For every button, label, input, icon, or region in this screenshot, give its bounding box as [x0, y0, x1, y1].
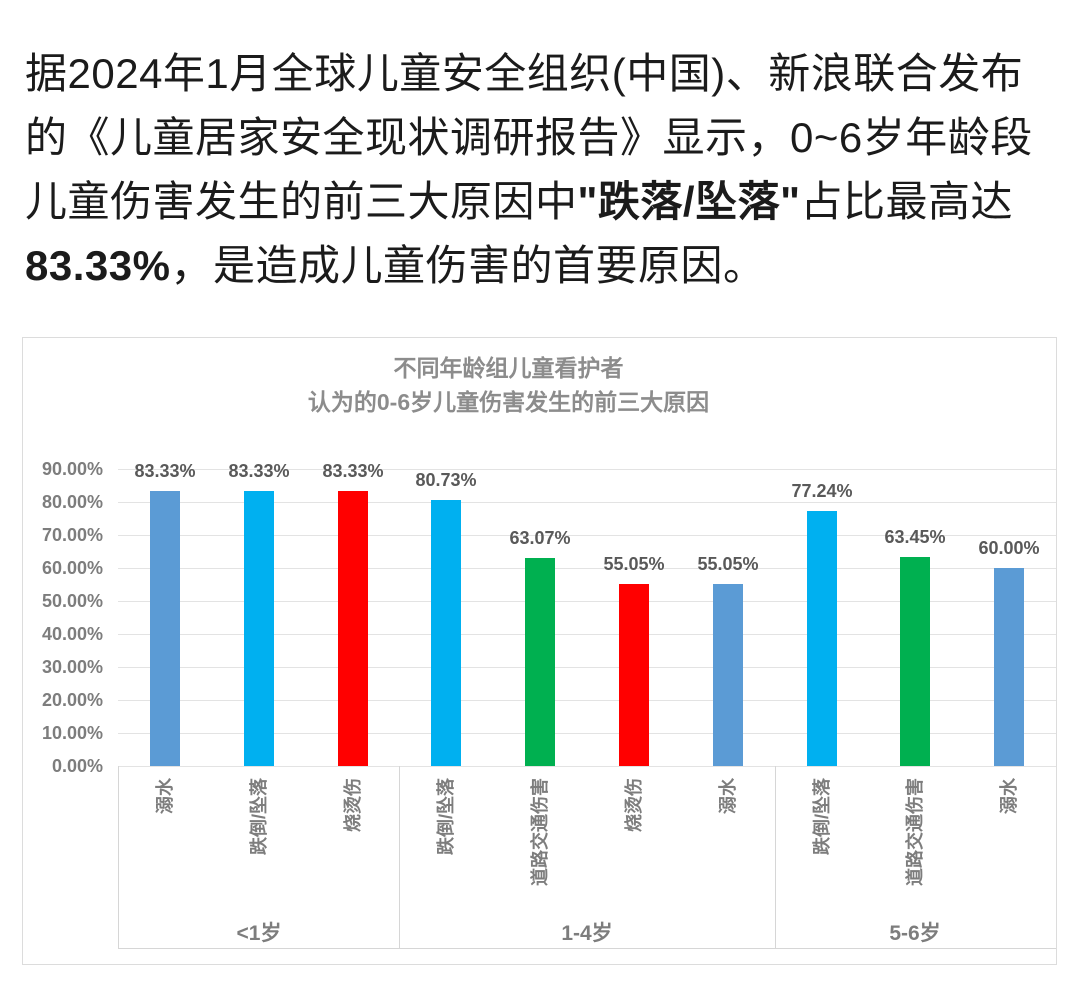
bar-category-label: 道路交通伤害: [905, 778, 925, 886]
intro-line: 的《儿童居家安全现状调研报告》显示，0~6岁年龄段: [25, 106, 1057, 170]
intro-text-segment: 据2024年1月全球儿童安全组织(中国)、新浪联合发布: [25, 50, 1024, 97]
gridline: [118, 733, 1056, 734]
bar-category-label: 跌倒/坠落: [812, 778, 832, 855]
age-group-label: 1-4岁: [561, 922, 613, 945]
intro-text-segment: 儿童伤害发生的前三大原因中: [25, 178, 578, 225]
bar-category-label: 道路交通伤害: [530, 778, 550, 886]
bar: [244, 491, 274, 766]
bar-category-label: 跌倒/坠落: [436, 778, 456, 855]
group-divider: [775, 766, 776, 948]
y-tick-label: 30.00%: [41, 657, 103, 677]
bar: [807, 511, 837, 766]
gridline: [118, 634, 1056, 635]
gridline: [118, 568, 1056, 569]
gridline: [118, 700, 1056, 701]
y-tick-label: 50.00%: [41, 591, 103, 611]
bar: [900, 557, 930, 766]
y-tick-label: 70.00%: [41, 525, 103, 545]
intro-bold-segment: "跌落/坠落": [577, 178, 801, 225]
gridline: [118, 766, 1056, 767]
intro-paragraph: 据2024年1月全球儿童安全组织(中国)、新浪联合发布 的《儿童居家安全现状调研报…: [25, 42, 1057, 298]
bar-category-label-text: 跌倒/坠落: [436, 778, 456, 856]
bar-category-label-text: 溺水: [155, 778, 175, 814]
bar-category-label-text: 溺水: [718, 778, 738, 814]
gridline: [118, 469, 1056, 470]
bar-chart-plot: 0.00% 10.00% 20.00% 30.00% 40.00% 50.00% 60.00…: [23, 338, 1056, 964]
chart-card: 0.00% 10.00% 20.00% 30.00% 40.00% 50.00% 60.00…: [22, 337, 1057, 965]
category-axis-bottom-line: [118, 948, 1056, 949]
bar-value-label: 83.33%: [228, 461, 290, 481]
intro-text-segment: 的《儿童居家安全现状调研报告》显示，0~6岁年龄段: [25, 114, 1033, 161]
intro-line: 据2024年1月全球儿童安全组织(中国)、新浪联合发布: [25, 42, 1057, 106]
bar-category-label: 烧烫伤: [624, 778, 644, 832]
bar-category-label: 溺水: [155, 778, 175, 814]
bar-value-label: 83.33%: [134, 461, 196, 481]
bar: [431, 500, 461, 766]
bar: [994, 568, 1024, 766]
bar-category-label-text: 烧烫伤: [624, 778, 644, 832]
gridline: [118, 535, 1056, 536]
intro-line: 83.33%，是造成儿童伤害的首要原因。: [25, 234, 1057, 298]
y-tick-label: 40.00%: [41, 624, 103, 644]
bar: [338, 491, 368, 766]
intro-bold-segment: 83.33%: [25, 242, 171, 289]
bar: [619, 584, 649, 766]
y-tick-label: 0.00%: [51, 756, 103, 776]
y-tick-label: 10.00%: [41, 723, 103, 743]
chart-title: 不同年龄组儿童看护者 认为的0-6岁儿童伤害发生的前三大原因: [23, 351, 994, 419]
gridline: [118, 502, 1056, 503]
bar-value-label: 77.24%: [791, 481, 853, 501]
gridline: [118, 601, 1056, 602]
bar-category-label: 烧烫伤: [343, 778, 363, 832]
chart-title-line1: 不同年龄组儿童看护者: [393, 355, 624, 381]
bar-category-label-text: 跌倒/坠落: [812, 778, 832, 856]
bar-category-label: 溺水: [999, 778, 1019, 814]
bar-value-label: 55.05%: [697, 554, 759, 574]
age-group-label: <1岁: [236, 922, 282, 945]
bar-value-label: 60.00%: [978, 538, 1040, 558]
age-group-label: 5-6岁: [889, 922, 941, 945]
intro-text-segment: ，是造成儿童伤害的首要原因。: [170, 242, 766, 289]
y-tick-label: 20.00%: [41, 690, 103, 710]
bar-value-label: 63.07%: [509, 528, 571, 548]
bar-value-label: 80.73%: [415, 470, 477, 490]
bar-category-label-text: 烧烫伤: [343, 778, 363, 832]
bar-category-label-text: 道路交通伤害: [905, 778, 925, 886]
bar-category-label-text: 溺水: [999, 778, 1019, 814]
bar: [525, 558, 555, 766]
y-tick-label: 80.00%: [41, 492, 103, 512]
category-axis-left-line: [118, 766, 119, 948]
gridline: [118, 667, 1056, 668]
bar-value-label: 83.33%: [322, 461, 384, 481]
intro-text-segment: 占比最高达: [800, 178, 1014, 225]
intro-line: 儿童伤害发生的前三大原因中"跌落/坠落"占比最高达: [25, 170, 1057, 234]
bar-value-label: 55.05%: [603, 554, 665, 574]
bar-value-label: 63.45%: [884, 527, 946, 547]
bar: [713, 584, 743, 766]
y-tick-label: 60.00%: [41, 558, 103, 578]
bar-category-label-text: 道路交通伤害: [530, 778, 550, 886]
bar-category-label: 溺水: [718, 778, 738, 814]
chart-title-line2: 认为的0-6岁儿童伤害发生的前三大原因: [307, 389, 710, 415]
y-tick-label: 90.00%: [41, 459, 103, 479]
bar-category-label: 跌倒/坠落: [249, 778, 269, 855]
bar-category-label-text: 跌倒/坠落: [249, 778, 269, 856]
bar: [150, 491, 180, 766]
group-divider: [399, 766, 400, 948]
